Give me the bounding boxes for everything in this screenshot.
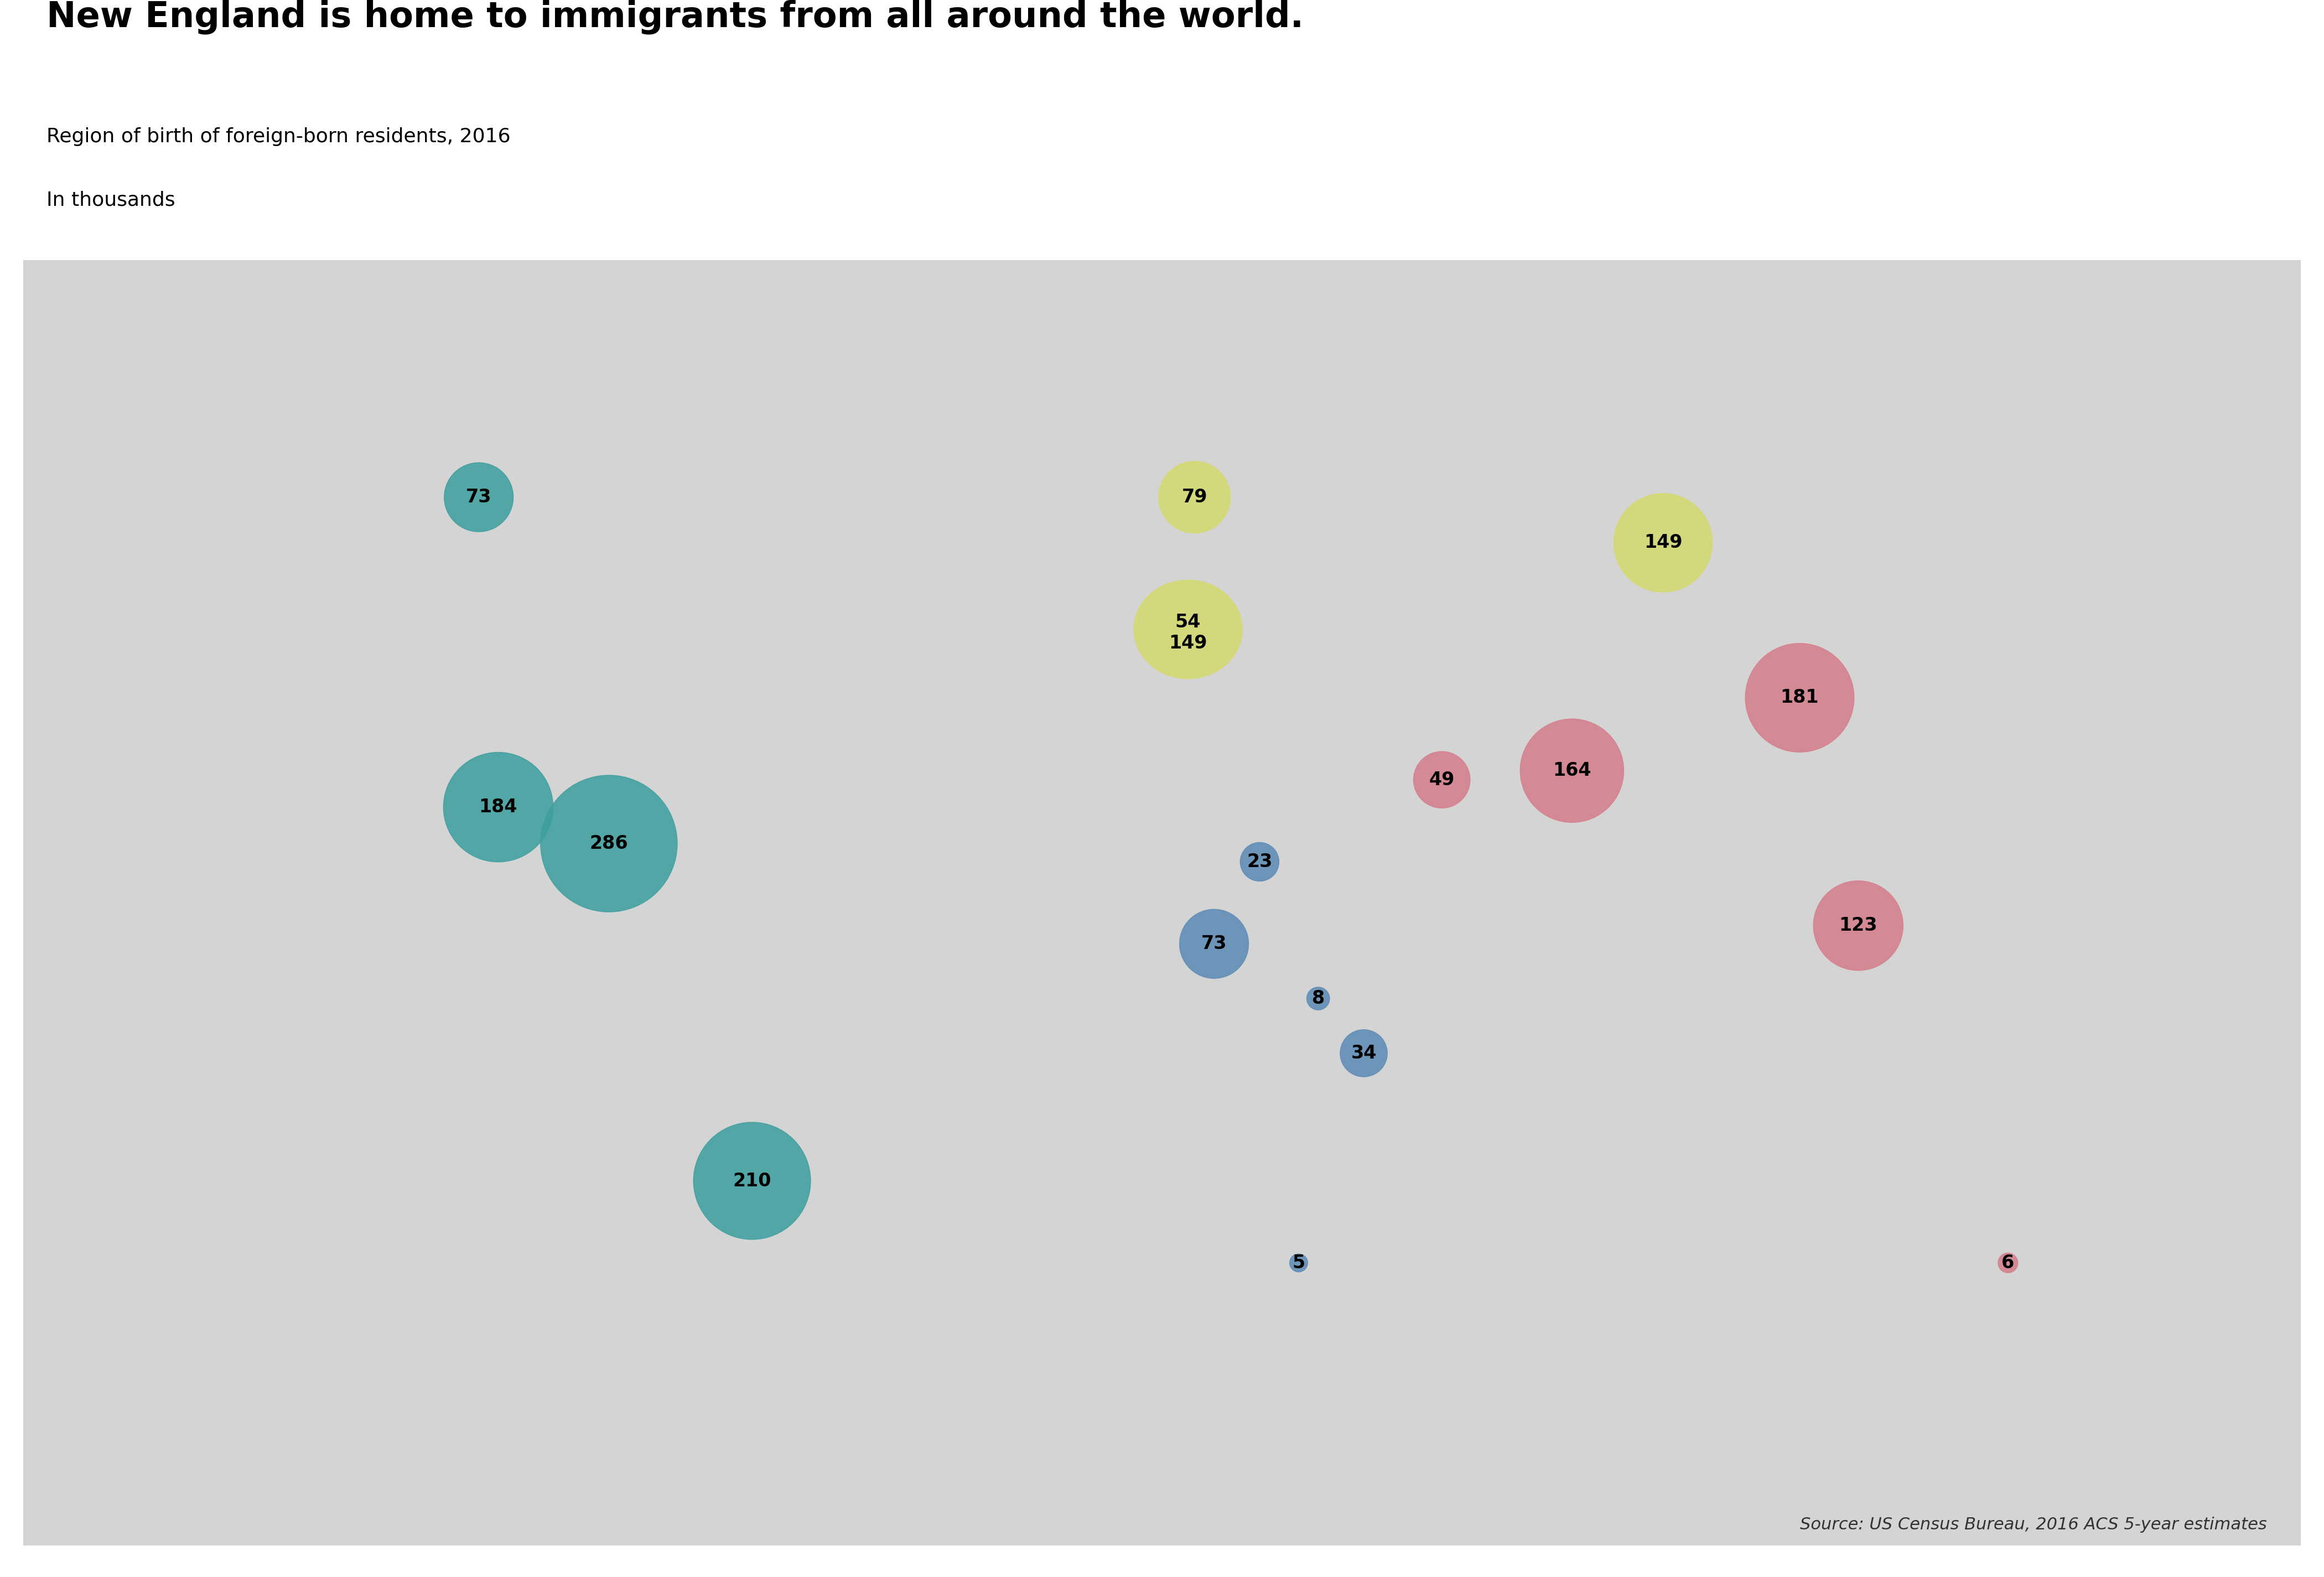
Ellipse shape (1181, 910, 1248, 978)
Text: 49: 49 (1429, 771, 1455, 788)
Ellipse shape (1290, 1254, 1308, 1273)
Ellipse shape (1306, 987, 1329, 1009)
Text: 149: 149 (1169, 634, 1206, 653)
Ellipse shape (444, 752, 553, 863)
Ellipse shape (1134, 580, 1243, 678)
Ellipse shape (1520, 719, 1624, 823)
Text: 181: 181 (1780, 689, 1820, 706)
Ellipse shape (1745, 643, 1855, 752)
Text: 164: 164 (1552, 762, 1592, 779)
Text: 5: 5 (1292, 1254, 1306, 1273)
Ellipse shape (1413, 752, 1471, 807)
Text: 79: 79 (1181, 487, 1208, 506)
Text: 286: 286 (590, 834, 627, 853)
Text: 34: 34 (1350, 1044, 1376, 1063)
Text: Region of birth of foreign-born residents, 2016: Region of birth of foreign-born resident… (46, 128, 511, 147)
Text: Source: US Census Bureau, 2016 ACS 5-year estimates: Source: US Census Bureau, 2016 ACS 5-yea… (1799, 1517, 2266, 1533)
Ellipse shape (693, 1123, 811, 1240)
Ellipse shape (444, 462, 514, 531)
Text: 73: 73 (1202, 935, 1227, 953)
Text: 8: 8 (1311, 989, 1325, 1008)
Ellipse shape (1160, 460, 1229, 533)
Text: 210: 210 (732, 1172, 772, 1191)
Text: In thousands: In thousands (46, 191, 174, 210)
Text: 184: 184 (479, 798, 518, 817)
Text: New England is home to immigrants from all around the world.: New England is home to immigrants from a… (46, 0, 1304, 35)
Ellipse shape (1241, 842, 1278, 882)
Ellipse shape (1813, 882, 1903, 970)
Ellipse shape (541, 776, 676, 912)
Text: 54: 54 (1176, 613, 1202, 631)
Text: 73: 73 (465, 487, 493, 506)
Text: 23: 23 (1246, 853, 1274, 871)
Ellipse shape (1999, 1254, 2017, 1273)
Ellipse shape (1341, 1030, 1387, 1077)
Ellipse shape (1613, 494, 1713, 591)
Text: 6: 6 (2001, 1254, 2015, 1273)
Text: 123: 123 (1838, 916, 1878, 935)
Text: 149: 149 (1643, 533, 1683, 552)
